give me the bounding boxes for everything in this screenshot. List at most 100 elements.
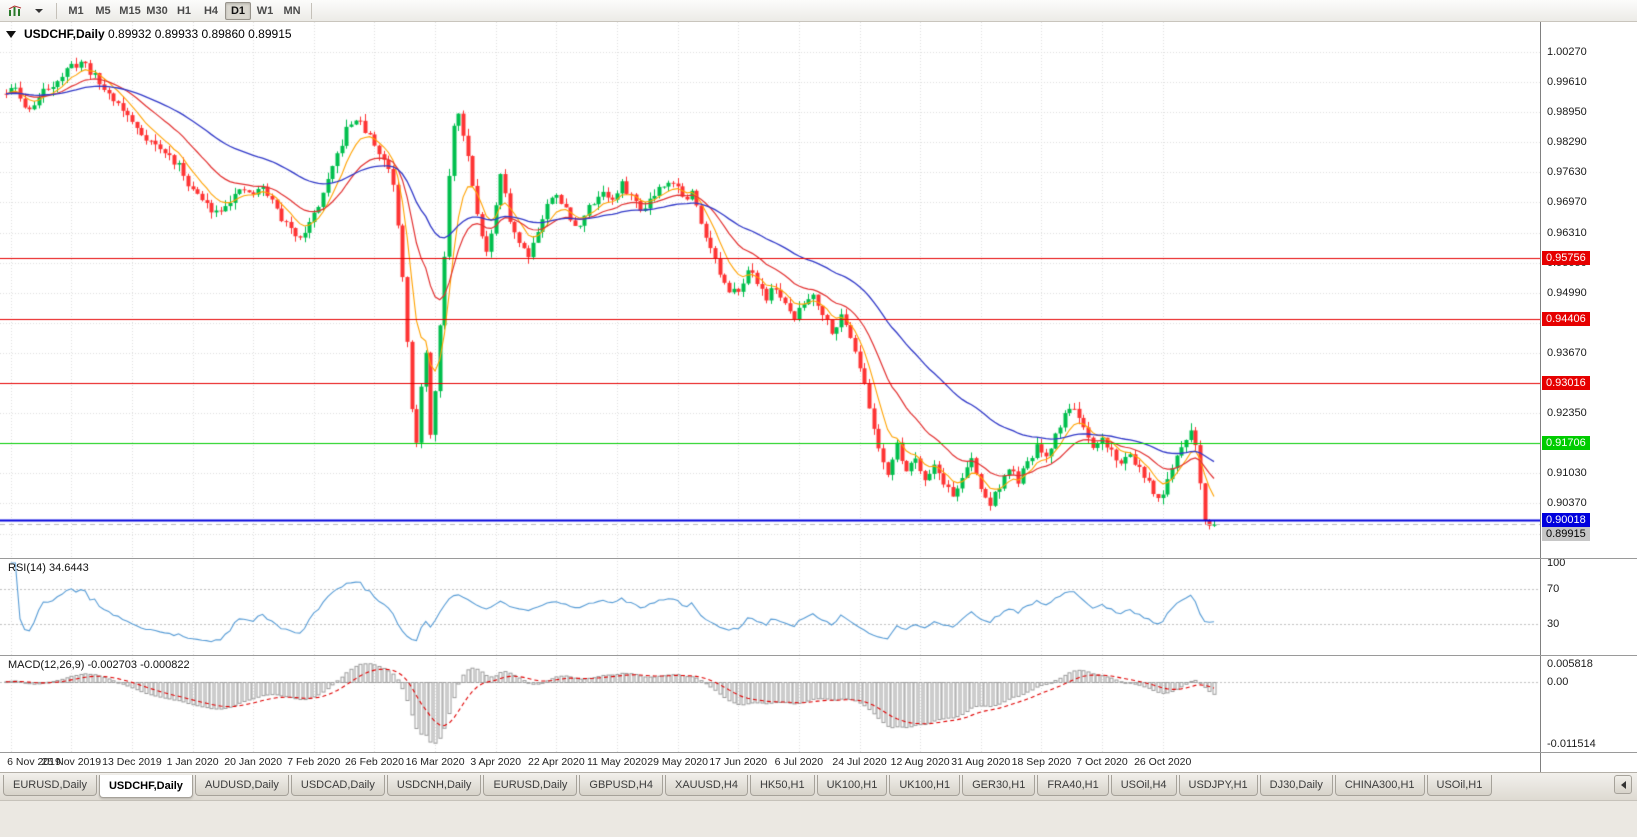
timeframe-button-group: M1 M5 M15 M30 H1 H4 D1 W1 MN [63,1,305,20]
macd-axis-tick: 0.00 [1547,675,1569,688]
macd-pane-label: MACD(12,26,9) -0.002703 -0.000822 [8,659,190,671]
chart-tab-audusd-daily[interactable]: AUDUSD,Daily [194,775,289,796]
date-axis-label: 31 Aug 2020 [951,756,1011,768]
tab-scroll-left-button[interactable] [1614,775,1632,794]
date-axis-label: 13 Dec 2019 [102,756,162,768]
date-axis-label: 25 Nov 2019 [41,756,102,768]
chart-tab-xauusd-h4[interactable]: XAUUSD,H4 [664,775,748,796]
price-axis-tick: 0.93670 [1547,346,1587,359]
ohlc-readout: 0.89932 0.89933 0.89860 0.89915 [108,27,292,41]
macd-axis-tick: -0.011514 [1547,738,1596,750]
rsi-indicator-canvas[interactable] [0,558,1540,655]
price-axis-tick: 0.98950 [1547,106,1587,119]
price-axis-tick: 0.99610 [1547,76,1587,88]
chart-tab-uk100-h1[interactable]: UK100,H1 [816,775,888,796]
price-axis-tick: 0.98290 [1547,136,1587,149]
timeframe-button-m30[interactable]: M30 [146,4,168,17]
chart-tab-dj30-daily[interactable]: DJ30,Daily [1259,775,1333,796]
date-axis-label: 12 Aug 2020 [890,756,950,768]
status-bar [0,800,1637,837]
date-axis-label: 24 Jul 2020 [832,756,887,768]
price-axis[interactable]: 1.00270 0.99610 0.98950 0.98290 0.97630 0.969… [1540,22,1637,772]
hline-price-badge: 0.95756 [1542,250,1590,265]
timeframe-button-w1[interactable]: W1 [256,4,274,17]
date-axis-label: 20 Jan 2020 [224,756,283,768]
top-toolbar: M1 M5 M15 M30 H1 H4 D1 W1 MN [0,0,1637,22]
chart-title: USDCHF,Daily 0.89932 0.89933 0.89860 0.8… [24,27,292,41]
rsi-axis-tick: 30 [1547,617,1560,630]
chart-dropdown-caret-icon[interactable] [28,2,50,20]
timeframe-button-m5[interactable]: M5 [95,4,111,17]
main-chart-canvas[interactable] [0,22,1540,558]
hline-price-badge: 0.90018 [1542,512,1590,527]
timeframe-button-h1[interactable]: H1 [176,4,192,17]
date-axis-label: 6 Nov 2019 [7,756,61,768]
chart-tab-usoil-h4[interactable]: USOil,H4 [1110,775,1177,796]
chart-tab-fra40-h1[interactable]: FRA40,H1 [1037,775,1109,796]
caret-down-icon [35,8,43,13]
date-axis-label: 6 Jul 2020 [774,756,824,768]
chart-tab-eurusd-daily[interactable]: EURUSD,Daily [483,775,578,796]
price-axis-tick: 0.96310 [1547,226,1587,239]
current-price-badge: 0.89915 [1542,526,1590,541]
price-axis-tick: 0.97630 [1547,166,1587,179]
macd-axis-tick: 0.005818 [1547,658,1593,670]
rsi-pane-label: RSI(14) 34.6443 [8,562,89,574]
chart-tab-usdcnh-daily[interactable]: USDCNH,Daily [386,775,482,796]
pane-separator[interactable] [0,558,1637,559]
timeframe-button-mn[interactable]: MN [283,4,301,17]
candlestick-chart-icon [8,4,22,16]
date-axis-label: 26 Feb 2020 [344,756,404,768]
price-axis-tick: 0.94990 [1547,286,1587,299]
date-axis-label: 7 Oct 2020 [1076,756,1128,768]
arrow-left-icon [1620,780,1626,789]
rsi-axis-tick: 70 [1547,583,1560,596]
chart-tab-uk100-h1[interactable]: UK100,H1 [889,775,961,796]
hline-price-badge: 0.91706 [1542,435,1590,450]
macd-indicator-canvas[interactable] [0,655,1540,752]
hline-price-badge: 0.94406 [1542,312,1590,327]
chart-tab-hk50-h1[interactable]: HK50,H1 [749,775,815,796]
chart-header: USDCHF,Daily 0.89932 0.89933 0.89860 0.8… [4,27,292,41]
rsi-axis-tick: 100 [1547,557,1566,569]
date-axis-label: 17 Jun 2020 [709,756,768,768]
price-axis-tick: 1.00270 [1547,45,1587,58]
date-axis[interactable]: 6 Nov 2019 25 Nov 2019 13 Dec 2019 1 Jan 20… [0,752,1540,772]
timeframe-button-d1[interactable]: D1 [225,1,251,20]
price-axis-tick: 0.91030 [1547,467,1587,480]
chart-tab-usdchf-daily[interactable]: USDCHF,Daily [98,775,193,798]
date-axis-label: 16 Mar 2020 [405,756,465,768]
chart-tab-bar: EURUSD,Daily USDCHF,Daily AUDUSD,Daily USDC… [0,772,1637,800]
timeframe-button-m1[interactable]: M1 [68,4,84,17]
date-axis-label: 18 Sep 2020 [1011,756,1072,768]
symbol-period-label: USDCHF,Daily [24,27,105,41]
date-axis-label: 29 May 2020 [647,756,708,768]
chart-tab-china300-h1[interactable]: CHINA300,H1 [1334,775,1425,796]
chart-tab-usdcad-daily[interactable]: USDCAD,Daily [290,775,385,796]
chart-tab-usdjpy-h1[interactable]: USDJPY,H1 [1178,775,1258,796]
triangle-down-icon [5,30,16,38]
hline-price-badge: 0.93016 [1542,375,1590,390]
chart-tab-eurusd-daily[interactable]: EURUSD,Daily [3,775,97,796]
one-click-trading-toggle[interactable] [4,28,17,41]
price-axis-tick: 0.96970 [1547,196,1587,209]
chart-tab-usoil-h1[interactable]: USOil,H1 [1426,775,1493,796]
date-axis-label: 1 Jan 2020 [166,756,219,768]
price-axis-tick: 0.90370 [1547,497,1587,510]
date-axis-label: 11 May 2020 [587,756,647,768]
date-axis-label: 26 Oct 2020 [1134,756,1192,768]
chart-type-icon[interactable] [4,2,26,20]
date-axis-label: 22 Apr 2020 [528,756,585,768]
chart-tab-gbpusd-h4[interactable]: GBPUSD,H4 [579,775,663,796]
date-axis-label: 3 Apr 2020 [470,756,522,768]
timeframe-button-m15[interactable]: M15 [119,4,141,17]
date-axis-label: 7 Feb 2020 [287,756,341,768]
toolbar-separator [56,2,57,19]
timeframe-button-h4[interactable]: H4 [203,4,219,17]
chart-tab-ger30-h1[interactable]: GER30,H1 [962,775,1036,796]
pane-separator[interactable] [0,655,1637,656]
price-axis-tick: 0.92350 [1547,407,1587,420]
pane-separator [0,752,1637,753]
toolbar-separator [311,2,312,19]
